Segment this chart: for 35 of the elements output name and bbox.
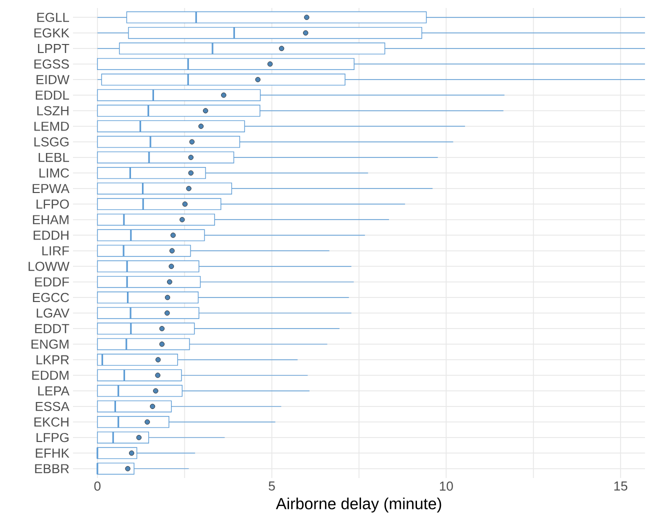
y-tick-label: EKCH [34, 417, 68, 427]
x-tick-label: 5 [268, 482, 275, 491]
y-tick-label: LGAV [36, 308, 70, 318]
y-tick-label: LSGG [34, 137, 69, 146]
y-tick-label: LOWW [28, 262, 70, 271]
y-tick-label: LKPR [36, 355, 69, 364]
y-tick-label: EDDF [35, 277, 69, 286]
y-tick-label: EHAM [32, 215, 68, 224]
x-tick-label: 0 [94, 482, 101, 491]
y-tick-label: LEPA [38, 386, 70, 396]
y-tick-label: EGKK [34, 28, 70, 38]
y-tick-label: LIMC [39, 168, 69, 178]
y-tick-label: EGSS [34, 59, 69, 69]
y-tick-label: LSZH [37, 106, 68, 116]
y-tick-label: LFPO [36, 199, 69, 209]
y-tick-label: EDDM [32, 370, 68, 380]
y-tick-label: EBBR [35, 464, 69, 474]
y-tick-label: EPWA [32, 184, 70, 194]
y-tick-label: EFHK [36, 448, 70, 458]
y-tick-label: EDDL [36, 90, 70, 100]
x-tick-label: 15 [614, 482, 628, 491]
y-tick-label: EDDH [34, 230, 68, 240]
y-tick-label: EIDW [36, 75, 70, 84]
x-axis-title: Airborne delay (minute) [276, 498, 442, 512]
y-tick-label: ENGM [32, 340, 68, 349]
y-tick-label: LPPT [38, 44, 70, 53]
y-tick-label: LFPG [36, 432, 69, 442]
y-tick-label: EDDT [35, 324, 70, 334]
y-tick-label: LEBL [38, 152, 70, 162]
x-tick-label: 10 [440, 482, 453, 491]
y-tick-label: ESSA [36, 402, 70, 412]
y-tick-label: LIRF [42, 246, 69, 256]
y-tick-label: LEMD [34, 122, 69, 131]
y-tick-label: EGLL [37, 12, 70, 22]
y-tick-label: EGCC [32, 292, 69, 302]
